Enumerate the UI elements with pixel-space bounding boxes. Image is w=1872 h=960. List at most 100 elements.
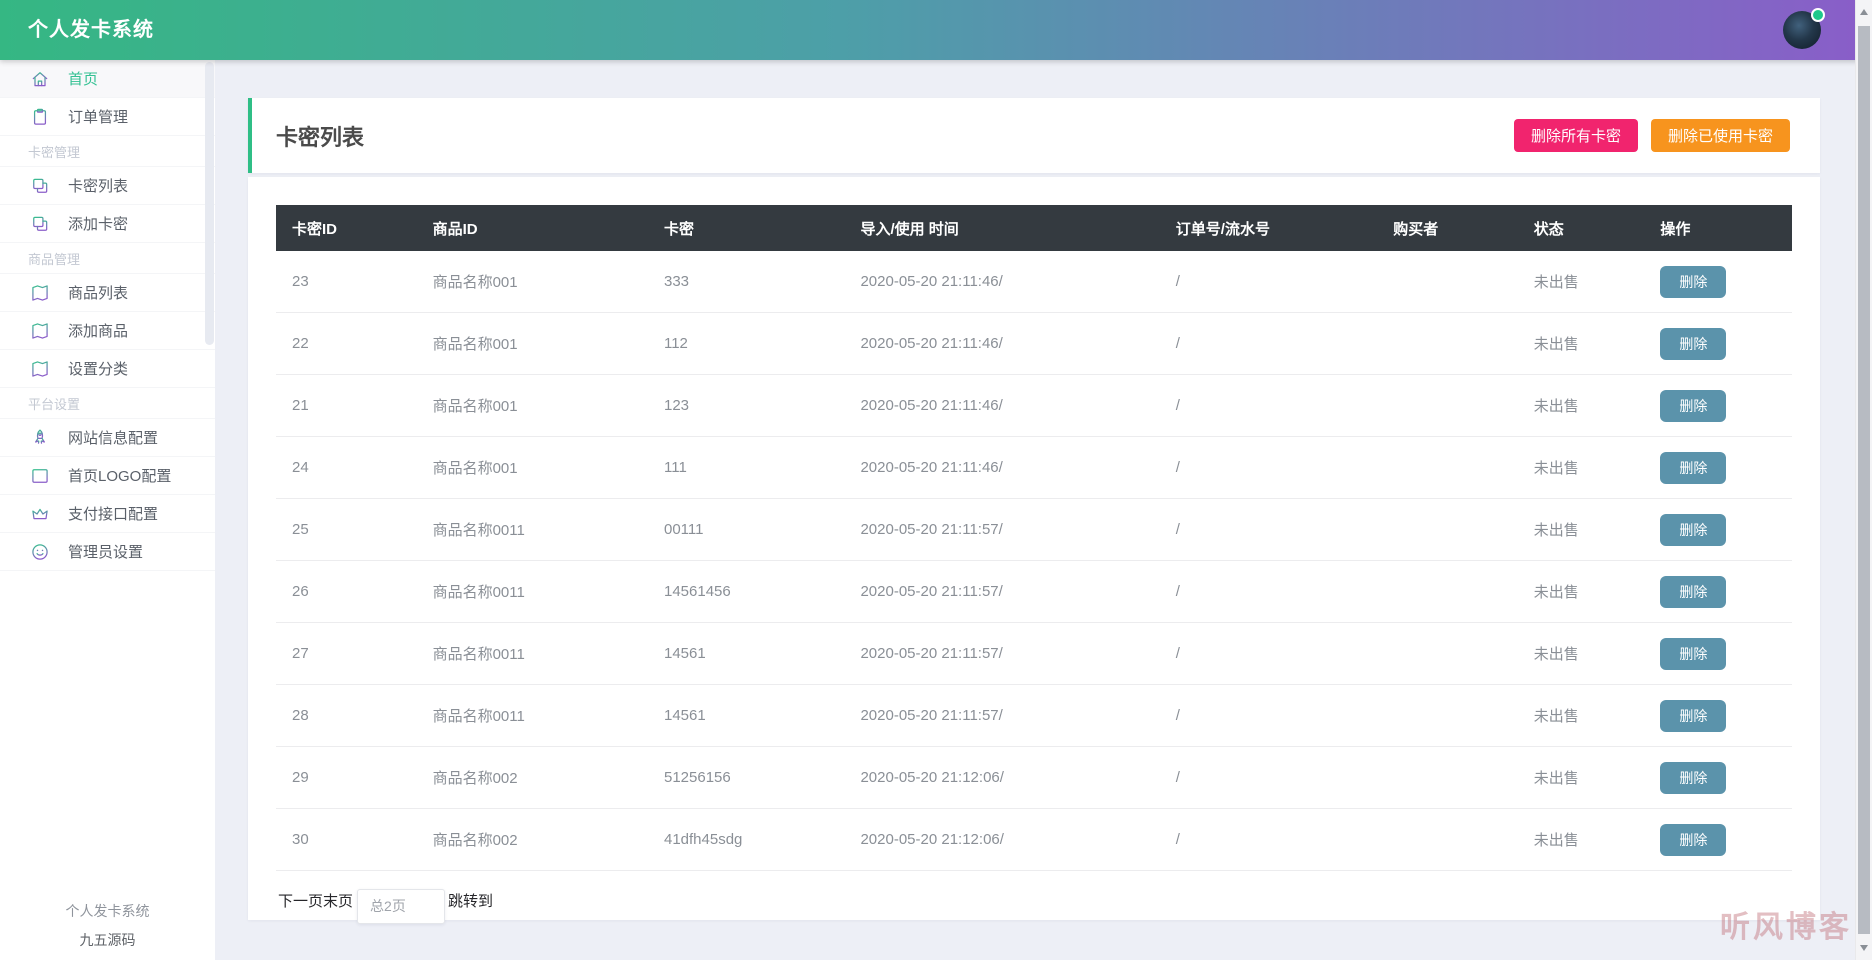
table-row: 29 商品名称002 51256156 2020-05-20 21:12:06// 未出… (276, 746, 1792, 809)
delete-button[interactable]: 删除 (1660, 451, 1727, 484)
scrollbar-down-arrow-icon[interactable] (1856, 940, 1872, 956)
cell-status: 未出售 (1517, 622, 1645, 685)
next-page-link[interactable]: 下一页 (278, 892, 324, 910)
delete-button[interactable]: 删除 (1660, 761, 1727, 794)
sidebar-item-label: 支付接口配置 (68, 506, 159, 523)
column-header: 购买者 (1377, 205, 1518, 251)
section-label-text: 商品管理 (28, 251, 81, 267)
delete-button[interactable]: 删除 (1660, 327, 1727, 360)
table-row: 26 商品名称0011 14561456 2020-05-20 21:11:57// 未… (276, 560, 1792, 623)
cell-action: 删除 (1644, 808, 1792, 871)
cell-buyer (1377, 746, 1518, 809)
cell-product: 商品名称0011 (416, 622, 648, 685)
page-actions: 删除所有卡密 删除已使用卡密 (1513, 119, 1790, 152)
cell-order: / (1159, 808, 1378, 871)
home-icon (30, 69, 50, 89)
cell-product: 商品名称0011 (416, 684, 648, 747)
crown-icon (30, 504, 50, 524)
cell-status: 未出售 (1517, 808, 1645, 871)
copy-icon (30, 214, 50, 234)
card-list-table: 卡密ID 商品ID 卡密 导入/使用 时间 订单号/流水号 购买者 状态 操作 23 商品名称0… (276, 205, 1792, 871)
book-icon (30, 283, 50, 303)
sidebar-menu: 首页订单管理卡密管理卡密列表添加卡密商品管理商品列表 添加商品 设置分类 平台设置 网站… (0, 60, 215, 571)
jump-to-label: 跳转到 (448, 892, 494, 910)
page-scrollbar[interactable] (1855, 0, 1872, 960)
cell-order: / (1159, 560, 1378, 623)
avatar[interactable] (1783, 8, 1825, 49)
sidebar-item[interactable]: 卡密列表 (0, 167, 215, 205)
sidebar-item[interactable]: 商品列表 (0, 274, 215, 312)
cell-order: / (1159, 498, 1378, 561)
table-row: 23 商品名称001 333 2020-05-20 21:11:46// 未出售 删除 (276, 251, 1792, 313)
scrollbar-thumb[interactable] (1858, 26, 1870, 934)
cell-buyer (1377, 312, 1518, 375)
sidebar-item[interactable]: 首页 (0, 60, 215, 98)
sidebar-item-label: 首页LOGO配置 (68, 468, 172, 485)
column-header: 订单号/流水号 (1159, 205, 1378, 251)
cell-id: 30 (276, 808, 417, 871)
table-row: 27 商品名称0011 14561 2020-05-20 21:11:57// 未出售删… (276, 622, 1792, 685)
cell-id: 28 (276, 684, 417, 747)
cell-time: 2020-05-20 21:11:57/ (844, 622, 1160, 685)
cell-time: 2020-05-20 21:11:57/ (844, 684, 1160, 747)
sidebar-item[interactable]: 网站信息配置 (0, 419, 215, 457)
footer-app-name: 个人发卡系统 (65, 903, 150, 919)
smiley-icon (30, 542, 50, 562)
last-page-link[interactable]: 末页 (323, 892, 354, 910)
sidebar-item[interactable]: 管理员设置 (0, 533, 215, 571)
cell-card: 51256156 (647, 746, 845, 809)
cell-product: 商品名称002 (416, 808, 648, 871)
cell-order: / (1159, 746, 1378, 809)
sidebar-item-label: 添加卡密 (68, 216, 129, 233)
cell-card: 333 (647, 251, 845, 313)
table-row: 22 商品名称001 112 2020-05-20 21:11:46// 未出售 删除 (276, 312, 1792, 375)
page-jump-input[interactable] (357, 888, 446, 924)
scrollbar-up-arrow-icon[interactable] (1856, 4, 1872, 20)
cell-status: 未出售 (1517, 684, 1645, 747)
clipboard-icon (30, 107, 50, 127)
sidebar-item[interactable]: 支付接口配置 (0, 495, 215, 533)
cell-card: 14561456 (647, 560, 845, 623)
table-row: 30 商品名称002 41dfh45sdg 2020-05-20 21:12:06//… (276, 808, 1792, 871)
cell-time: 2020-05-20 21:11:46/ (844, 312, 1160, 375)
sidebar-item[interactable]: 设置分类 (0, 350, 215, 388)
cell-action: 删除 (1644, 436, 1792, 499)
book-icon (30, 321, 50, 341)
delete-button[interactable]: 删除 (1660, 575, 1727, 608)
delete-button[interactable]: 删除 (1660, 637, 1727, 670)
cell-action: 删除 (1644, 251, 1792, 313)
cell-status: 未出售 (1517, 436, 1645, 499)
delete-button[interactable]: 删除 (1660, 513, 1727, 546)
cell-time: 2020-05-20 21:11:57/ (844, 560, 1160, 623)
delete-button[interactable]: 删除 (1660, 823, 1727, 856)
cell-action: 删除 (1644, 498, 1792, 561)
delete-used-cards-button[interactable]: 删除已使用卡密 (1650, 119, 1790, 152)
cell-time: 2020-05-20 21:11:46/ (844, 374, 1160, 437)
app-title: 个人发卡系统 (28, 19, 154, 41)
delete-button[interactable]: 删除 (1660, 389, 1727, 422)
footer-vendor-name: 九五源码 (79, 932, 136, 948)
sidebar-section-label: 平台设置 (0, 388, 215, 419)
cell-id: 25 (276, 498, 417, 561)
delete-button[interactable]: 删除 (1660, 265, 1727, 298)
delete-all-cards-button[interactable]: 删除所有卡密 (1513, 119, 1638, 152)
sidebar-section-label: 卡密管理 (0, 136, 215, 167)
cell-time: 2020-05-20 21:12:06/ (844, 808, 1160, 871)
table-row: 21 商品名称001 123 2020-05-20 21:11:46// 未出售 删除 (276, 374, 1792, 437)
page-title: 卡密列表 (276, 124, 365, 150)
cell-product: 商品名称001 (416, 251, 648, 313)
cell-status: 未出售 (1517, 312, 1645, 375)
delete-button[interactable]: 删除 (1660, 699, 1727, 732)
sidebar-item[interactable]: 添加卡密 (0, 205, 215, 243)
sidebar-item[interactable]: 订单管理 (0, 98, 215, 136)
cell-buyer (1377, 251, 1518, 313)
sidebar-item-label: 卡密列表 (68, 178, 129, 195)
sidebar-item-label: 订单管理 (68, 109, 129, 126)
cell-order: / (1159, 312, 1378, 375)
sidebar-item[interactable]: 首页LOGO配置 (0, 457, 215, 495)
column-header: 卡密 (647, 205, 845, 251)
sidebar-scrollbar-thumb[interactable] (205, 62, 214, 345)
sidebar-item[interactable]: 添加商品 (0, 312, 215, 350)
cell-action: 删除 (1644, 746, 1792, 809)
cell-order: / (1159, 374, 1378, 437)
